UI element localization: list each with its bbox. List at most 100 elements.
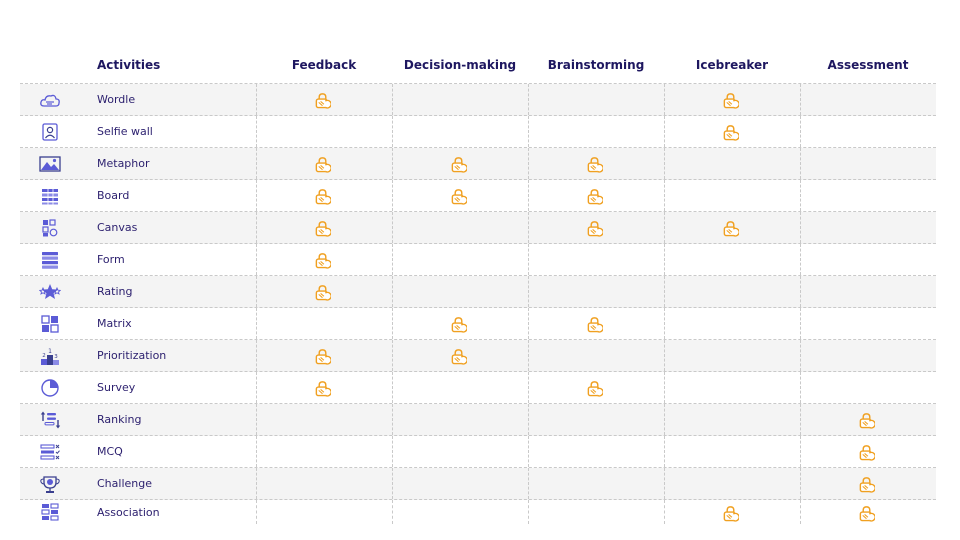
orange-lock-badge-icon xyxy=(315,282,331,301)
cell-assessment xyxy=(800,404,936,435)
activity-icon-cell xyxy=(20,84,80,115)
header-feedback: Feedback xyxy=(291,57,357,72)
cell-brainstorming xyxy=(528,404,664,435)
association-icon xyxy=(41,503,59,521)
ranking-icon xyxy=(40,411,61,428)
cell-assessment xyxy=(800,276,936,307)
cell-brainstorming xyxy=(528,308,664,339)
cell-icebreaker xyxy=(664,212,800,243)
cell-decision-making xyxy=(392,148,528,179)
orange-lock-badge-icon xyxy=(315,378,331,397)
cell-icebreaker xyxy=(664,372,800,403)
cell-assessment xyxy=(800,148,936,179)
activity-icon-cell xyxy=(20,212,80,243)
orange-lock-badge-icon xyxy=(315,154,331,173)
activity-icon-cell xyxy=(20,116,80,147)
cell-brainstorming xyxy=(528,372,664,403)
cell-feedback xyxy=(256,340,392,371)
matrix-icon xyxy=(41,314,59,333)
cell-feedback xyxy=(256,372,392,403)
table-row: Wordle xyxy=(20,84,936,116)
activity-icon-cell xyxy=(20,180,80,211)
orange-lock-badge-icon xyxy=(587,186,603,205)
activity-name: Board xyxy=(97,189,130,202)
orange-lock-badge-icon xyxy=(859,410,875,429)
cell-decision-making xyxy=(392,212,528,243)
table-row: 1 2 3 Prioritization xyxy=(20,340,936,372)
table-row: Ranking xyxy=(20,404,936,436)
trophy-icon xyxy=(40,475,60,493)
cell-icebreaker xyxy=(664,148,800,179)
activity-name: Form xyxy=(97,253,125,266)
activity-icon-cell xyxy=(20,244,80,275)
table-row: Canvas xyxy=(20,212,936,244)
cell-brainstorming xyxy=(528,500,664,524)
cell-icebreaker xyxy=(664,340,800,371)
orange-lock-badge-icon xyxy=(451,154,467,173)
cell-assessment xyxy=(800,84,936,115)
table-row: Rating xyxy=(20,276,936,308)
activity-name: Metaphor xyxy=(97,157,150,170)
cell-icebreaker xyxy=(664,84,800,115)
svg-text:2: 2 xyxy=(42,353,46,359)
cell-decision-making xyxy=(392,372,528,403)
cell-decision-making xyxy=(392,436,528,467)
cell-decision-making xyxy=(392,84,528,115)
header-assessment: Assessment xyxy=(827,57,909,72)
cell-decision-making xyxy=(392,404,528,435)
cell-feedback xyxy=(256,468,392,499)
activity-name: Survey xyxy=(97,381,136,394)
orange-lock-badge-icon xyxy=(315,250,331,269)
cell-icebreaker xyxy=(664,500,800,524)
orange-lock-badge-icon xyxy=(587,218,603,237)
table-row: Survey xyxy=(20,372,936,404)
cell-brainstorming xyxy=(528,148,664,179)
table-row: MCQ xyxy=(20,436,936,468)
orange-lock-badge-icon xyxy=(451,186,467,205)
activity-icon-cell xyxy=(20,468,80,499)
cell-decision-making xyxy=(392,468,528,499)
cell-brainstorming xyxy=(528,180,664,211)
cell-feedback xyxy=(256,308,392,339)
cell-icebreaker xyxy=(664,404,800,435)
orange-lock-badge-icon xyxy=(859,474,875,493)
cell-decision-making xyxy=(392,340,528,371)
svg-text:3: 3 xyxy=(54,354,58,360)
orange-lock-badge-icon xyxy=(723,90,739,109)
activity-name: Prioritization xyxy=(97,349,167,362)
cell-assessment xyxy=(800,116,936,147)
orange-lock-badge-icon xyxy=(315,346,331,365)
selfie-icon xyxy=(42,122,58,141)
table-row: Form xyxy=(20,244,936,276)
orange-lock-badge-icon xyxy=(723,122,739,141)
cell-assessment xyxy=(800,436,936,467)
header-row: Activities Feedback Decision-making Brai… xyxy=(20,46,936,84)
cell-icebreaker xyxy=(664,308,800,339)
orange-lock-badge-icon xyxy=(723,218,739,237)
header-decision-making: Decision-making xyxy=(403,57,517,72)
cell-assessment xyxy=(800,500,936,524)
cell-brainstorming xyxy=(528,212,664,243)
orange-lock-badge-icon xyxy=(315,90,331,109)
cell-feedback xyxy=(256,212,392,243)
cell-feedback xyxy=(256,84,392,115)
table-row: Board xyxy=(20,180,936,212)
cell-assessment xyxy=(800,340,936,371)
cloud-icon xyxy=(40,94,60,107)
orange-lock-badge-icon xyxy=(315,186,331,205)
activity-name: Association xyxy=(97,505,160,519)
table-row: Challenge xyxy=(20,468,936,500)
cell-assessment xyxy=(800,180,936,211)
cell-feedback xyxy=(256,116,392,147)
activity-icon-cell xyxy=(20,436,80,467)
activity-name: MCQ xyxy=(97,445,123,458)
activity-name: Rating xyxy=(97,285,133,298)
table-row: Association xyxy=(20,500,936,524)
cell-decision-making xyxy=(392,500,528,524)
cell-icebreaker xyxy=(664,276,800,307)
orange-lock-badge-icon xyxy=(723,503,739,522)
cell-feedback xyxy=(256,180,392,211)
orange-lock-badge-icon xyxy=(859,503,875,522)
cell-decision-making xyxy=(392,276,528,307)
